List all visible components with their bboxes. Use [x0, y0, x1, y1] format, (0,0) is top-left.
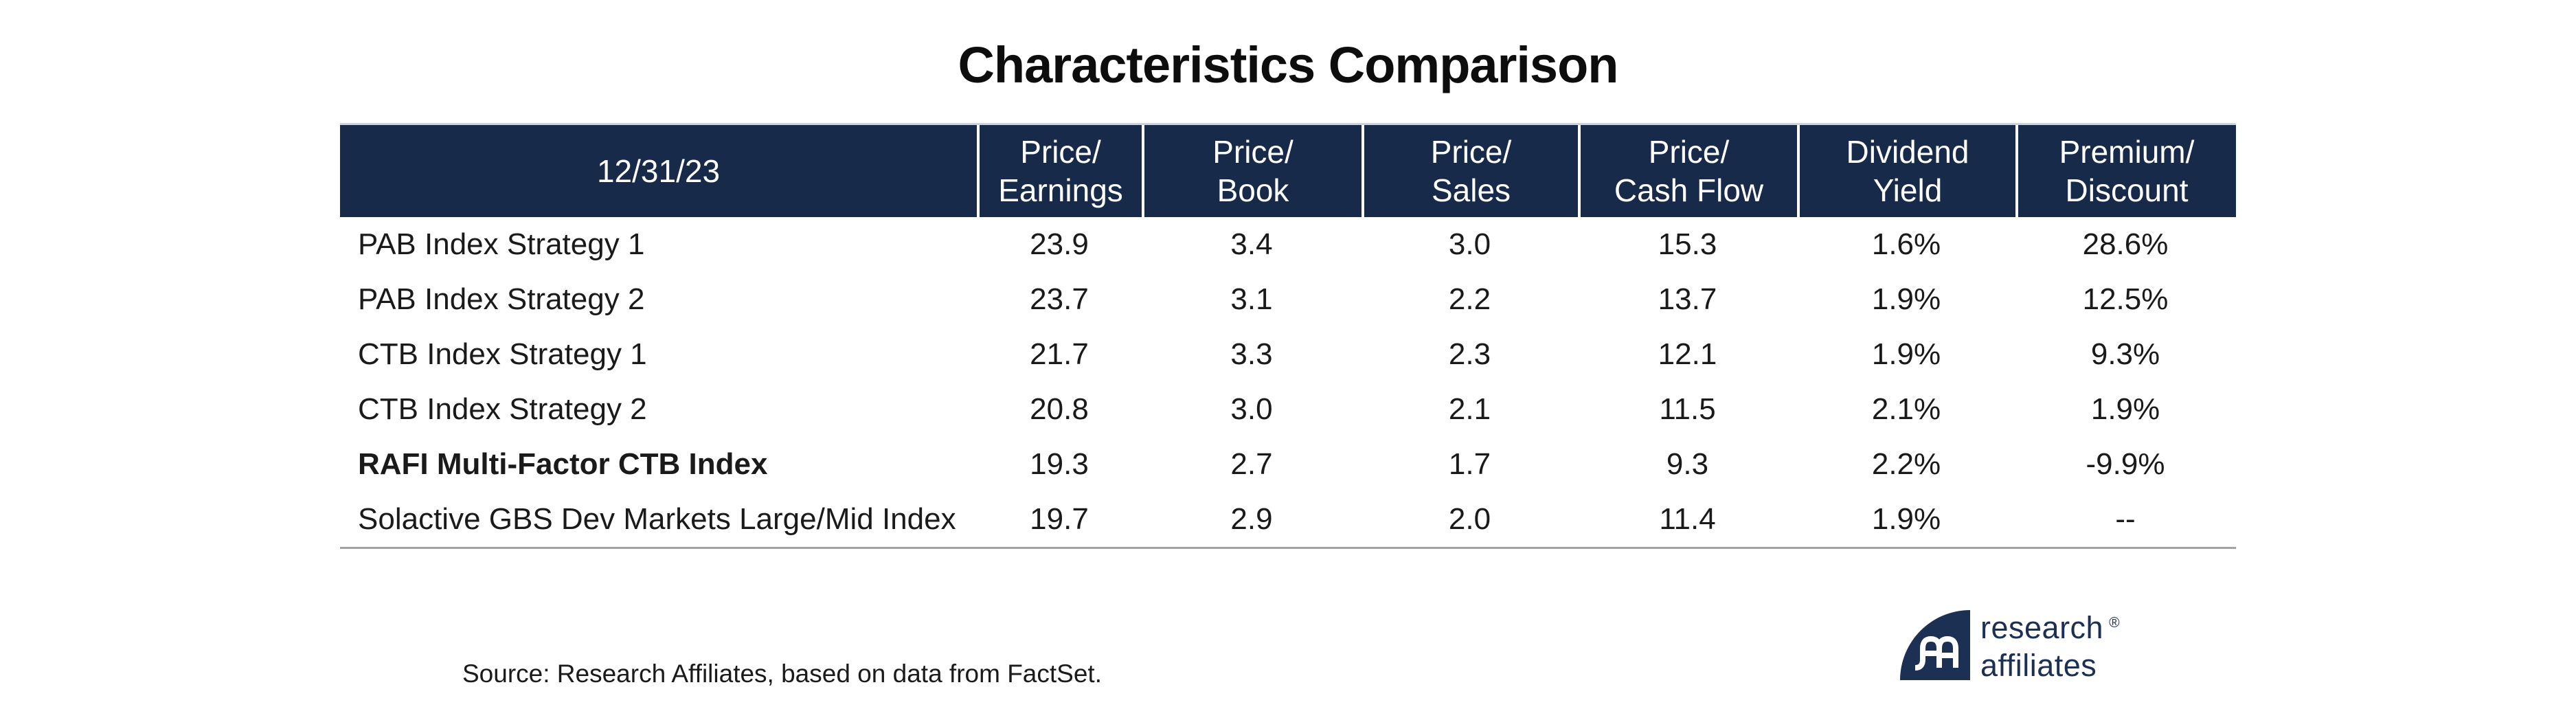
- table-row: CTB Index Strategy 1 21.7 3.3 2.3 12.1 1…: [340, 327, 2236, 382]
- row-label-cell: RAFI Multi-Factor CTB Index: [358, 447, 768, 481]
- wordmark-line-2: affiliates: [1980, 648, 2097, 683]
- value-cell: 1.7: [1448, 447, 1491, 481]
- table-body: PAB Index Strategy 1 23.9 3.4 3.0 15.3 1…: [340, 217, 2236, 549]
- wordmark-research: research: [1980, 610, 2104, 645]
- source-note: Source: Research Affiliates, based on da…: [462, 660, 1102, 688]
- value-cell: 15.3: [1658, 227, 1717, 261]
- ra-logo-wordmark: research ® affiliates: [1980, 610, 2120, 682]
- column-header-line: Earnings: [998, 172, 1123, 208]
- column-header-line: Dividend: [1846, 134, 1969, 170]
- table-header-row: 12/31/23 Price/ Earnings Price/ Book Pri…: [340, 123, 2236, 217]
- value-cell: 2.7: [1230, 447, 1273, 481]
- value-cell: 1.9%: [1871, 502, 1941, 536]
- table-row: Solactive GBS Dev Markets Large/Mid Inde…: [340, 492, 2236, 547]
- value-cell: 2.2: [1448, 282, 1491, 316]
- row-label-cell: Solactive GBS Dev Markets Large/Mid Inde…: [358, 502, 956, 536]
- value-cell: --: [2115, 502, 2136, 536]
- table-row: PAB Index Strategy 1 23.9 3.4 3.0 15.3 1…: [340, 217, 2236, 272]
- table-row: CTB Index Strategy 2 20.8 3.0 2.1 11.5 2…: [340, 382, 2236, 437]
- column-header-price-book: Price/ Book: [1142, 125, 1362, 217]
- value-cell: 2.3: [1448, 337, 1491, 371]
- value-cell: 2.1%: [1871, 392, 1941, 426]
- value-cell: 1.9%: [1871, 282, 1941, 316]
- characteristics-table: 12/31/23 Price/ Earnings Price/ Book Pri…: [340, 123, 2236, 549]
- value-cell: 9.3: [1666, 447, 1709, 481]
- value-cell: 23.9: [1030, 227, 1089, 261]
- value-cell: 9.3%: [2090, 337, 2160, 371]
- value-cell: 28.6%: [2082, 227, 2169, 261]
- column-header-line: Premium/: [2059, 134, 2195, 170]
- value-cell: 2.1: [1448, 392, 1491, 426]
- column-header-line: Price/: [1212, 134, 1293, 170]
- column-header-line: Yield: [1873, 172, 1943, 208]
- column-header-line: Book: [1217, 172, 1289, 208]
- research-affiliates-logo: research ® affiliates: [1900, 610, 2120, 682]
- ra-logo-mark-icon: [1900, 610, 1970, 680]
- row-label-cell: PAB Index Strategy 2: [358, 282, 645, 316]
- value-cell: 2.0: [1448, 502, 1491, 536]
- column-header-line: Cash Flow: [1614, 172, 1764, 208]
- chart-title: Characteristics Comparison: [958, 36, 1618, 93]
- column-header-dividend-yield: Dividend Yield: [1797, 125, 2015, 217]
- value-cell: 1.6%: [1871, 227, 1941, 261]
- column-header-line: Price/: [1430, 134, 1512, 170]
- value-cell: 11.5: [1659, 392, 1716, 426]
- column-header-line: Price/: [1020, 134, 1101, 170]
- value-cell: 20.8: [1030, 392, 1089, 426]
- value-cell: 13.7: [1658, 282, 1717, 316]
- value-cell: 12.5%: [2082, 282, 2169, 316]
- value-cell: 2.2%: [1871, 447, 1941, 481]
- column-header-premium-discount: Premium/ Discount: [2015, 125, 2235, 217]
- column-header-line: Price/: [1648, 134, 1730, 170]
- column-header-price-earnings: Price/ Earnings: [977, 125, 1142, 217]
- value-cell: 11.4: [1659, 502, 1716, 536]
- value-cell: 12.1: [1658, 337, 1717, 371]
- date-header-cell: 12/31/23: [596, 153, 721, 189]
- value-cell: 3.0: [1448, 227, 1491, 261]
- registered-mark: ®: [2109, 615, 2120, 631]
- value-cell: 23.7: [1030, 282, 1089, 316]
- column-header-line: Discount: [2065, 172, 2189, 208]
- value-cell: 19.7: [1030, 502, 1089, 536]
- wordmark-line-1: research ®: [1980, 612, 2120, 650]
- value-cell: -9.9%: [2086, 447, 2165, 481]
- table-row: PAB Index Strategy 2 23.7 3.1 2.2 13.7 1…: [340, 272, 2236, 327]
- row-label-cell: CTB Index Strategy 1: [358, 337, 647, 371]
- column-header-line: Sales: [1431, 172, 1511, 208]
- value-cell: 21.7: [1030, 337, 1089, 371]
- column-header-price-cash-flow: Price/ Cash Flow: [1578, 125, 1797, 217]
- ra-glyph-icon: [1914, 635, 1958, 671]
- column-header-price-sales: Price/ Sales: [1362, 125, 1578, 217]
- value-cell: 3.4: [1230, 227, 1273, 261]
- table-row-highlighted: RAFI Multi-Factor CTB Index 19.3 2.7 1.7…: [340, 437, 2236, 492]
- value-cell: 3.0: [1230, 392, 1273, 426]
- value-cell: 3.3: [1230, 337, 1273, 371]
- value-cell: 2.9: [1230, 502, 1273, 536]
- row-label-cell: PAB Index Strategy 1: [358, 227, 645, 261]
- row-label-cell: CTB Index Strategy 2: [358, 392, 647, 426]
- value-cell: 19.3: [1030, 447, 1089, 481]
- value-cell: 3.1: [1230, 282, 1273, 316]
- value-cell: 1.9%: [2090, 392, 2160, 426]
- value-cell: 1.9%: [1871, 337, 1941, 371]
